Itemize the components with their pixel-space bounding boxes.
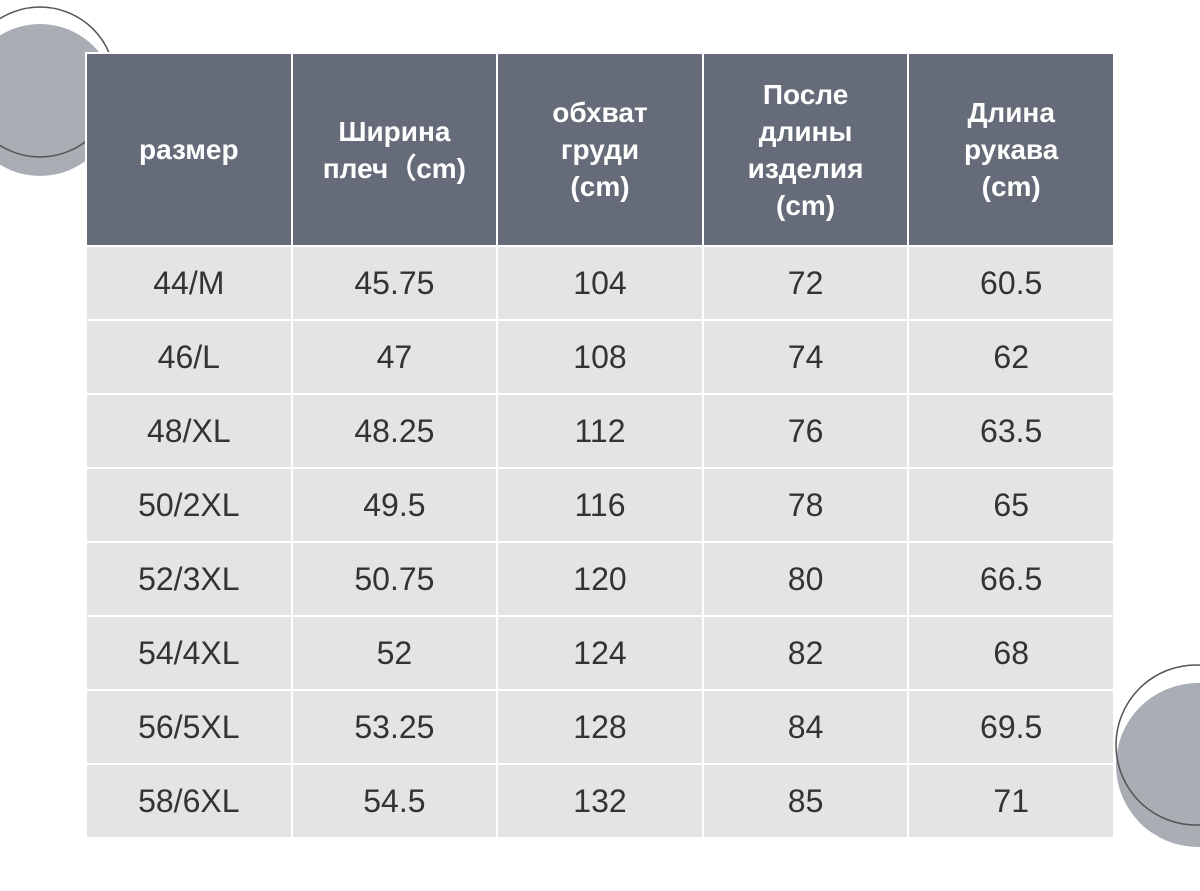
table-row: 48/XL 48.25 112 76 63.5 xyxy=(85,393,1115,469)
table-cell: 76 xyxy=(701,393,910,469)
header-cell: Ширина плеч（cm) xyxy=(290,52,499,247)
table-cell: 71 xyxy=(907,763,1115,839)
table-cell: 49.5 xyxy=(290,467,499,543)
table-cell: 108 xyxy=(496,319,704,395)
table-cell: 128 xyxy=(496,689,704,765)
table-cell: 85 xyxy=(701,763,910,839)
table-header: размер Ширина плеч（cm) обхват груди (cm) По… xyxy=(85,52,1115,247)
size-table: размер Ширина плеч（cm) обхват груди (cm) По… xyxy=(85,52,1115,839)
header-row: размер Ширина плеч（cm) обхват груди (cm) По… xyxy=(85,52,1115,247)
table-cell: 48.25 xyxy=(290,393,499,469)
table-cell: 58/6XL xyxy=(85,763,293,839)
table-row: 52/3XL 50.75 120 80 66.5 xyxy=(85,541,1115,617)
table-cell: 46/L xyxy=(85,319,293,395)
table-cell: 78 xyxy=(701,467,910,543)
table-cell: 63.5 xyxy=(907,393,1115,469)
table-cell: 82 xyxy=(701,615,910,691)
header-cell: обхват груди (cm) xyxy=(496,52,704,247)
table-cell: 54/4XL xyxy=(85,615,293,691)
table-row: 50/2XL 49.5 116 78 65 xyxy=(85,467,1115,543)
table-row: 58/6XL 54.5 132 85 71 xyxy=(85,763,1115,839)
table-cell: 116 xyxy=(496,467,704,543)
table-body: 44/M 45.75 104 72 60.5 46/L 47 108 74 62 48/XL 48.2… xyxy=(85,245,1115,839)
table-cell: 104 xyxy=(496,245,704,321)
deco-ring xyxy=(1115,664,1200,826)
table-cell: 54.5 xyxy=(290,763,499,839)
table-cell: 53.25 xyxy=(290,689,499,765)
table-cell: 72 xyxy=(701,245,910,321)
header-cell: размер xyxy=(85,52,293,247)
header-cell: После длины изделия (cm) xyxy=(701,52,910,247)
table-row: 44/M 45.75 104 72 60.5 xyxy=(85,245,1115,321)
table-cell: 66.5 xyxy=(907,541,1115,617)
table-cell: 56/5XL xyxy=(85,689,293,765)
table-cell: 112 xyxy=(496,393,704,469)
table-cell: 52 xyxy=(290,615,499,691)
table-cell: 80 xyxy=(701,541,910,617)
table-cell: 124 xyxy=(496,615,704,691)
table-cell: 69.5 xyxy=(907,689,1115,765)
table-cell: 74 xyxy=(701,319,910,395)
table-cell: 45.75 xyxy=(290,245,499,321)
table-row: 56/5XL 53.25 128 84 69.5 xyxy=(85,689,1115,765)
table-cell: 120 xyxy=(496,541,704,617)
deco-circle xyxy=(1116,683,1200,847)
table-cell: 68 xyxy=(907,615,1115,691)
table-cell: 47 xyxy=(290,319,499,395)
header-cell: Длина рукава (cm) xyxy=(907,52,1115,247)
table-cell: 84 xyxy=(701,689,910,765)
table-cell: 44/M xyxy=(85,245,293,321)
table-cell: 132 xyxy=(496,763,704,839)
table-row: 46/L 47 108 74 62 xyxy=(85,319,1115,395)
table-cell: 65 xyxy=(907,467,1115,543)
table-cell: 50/2XL xyxy=(85,467,293,543)
table-cell: 52/3XL xyxy=(85,541,293,617)
table-cell: 60.5 xyxy=(907,245,1115,321)
table-cell: 48/XL xyxy=(85,393,293,469)
table-row: 54/4XL 52 124 82 68 xyxy=(85,615,1115,691)
table-cell: 50.75 xyxy=(290,541,499,617)
table-cell: 62 xyxy=(907,319,1115,395)
